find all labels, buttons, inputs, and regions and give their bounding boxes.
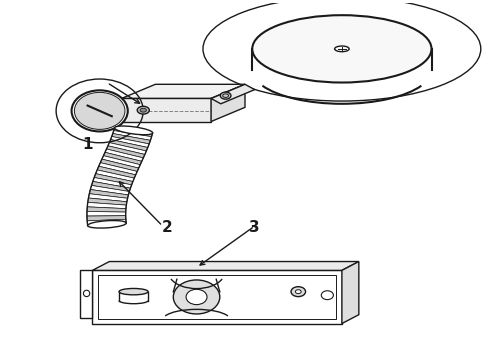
- Polygon shape: [211, 84, 255, 104]
- Polygon shape: [105, 149, 143, 161]
- Ellipse shape: [74, 93, 125, 129]
- Polygon shape: [108, 143, 147, 154]
- Polygon shape: [103, 152, 142, 165]
- Polygon shape: [342, 261, 359, 324]
- Text: 1: 1: [82, 137, 93, 152]
- Ellipse shape: [173, 280, 220, 314]
- Text: 2: 2: [162, 220, 173, 235]
- Ellipse shape: [291, 287, 306, 297]
- Polygon shape: [106, 146, 145, 158]
- Polygon shape: [112, 134, 150, 144]
- Ellipse shape: [88, 221, 126, 228]
- Polygon shape: [97, 166, 136, 178]
- Ellipse shape: [220, 92, 231, 99]
- Ellipse shape: [72, 90, 128, 131]
- Polygon shape: [102, 156, 140, 168]
- Polygon shape: [88, 198, 127, 205]
- Polygon shape: [80, 270, 93, 318]
- Text: 3: 3: [249, 220, 260, 235]
- Polygon shape: [93, 177, 132, 188]
- Polygon shape: [94, 174, 133, 185]
- Polygon shape: [211, 84, 245, 122]
- Ellipse shape: [252, 15, 432, 82]
- Polygon shape: [114, 128, 152, 137]
- Polygon shape: [87, 202, 126, 209]
- Ellipse shape: [119, 288, 148, 295]
- Polygon shape: [90, 185, 129, 195]
- Polygon shape: [99, 163, 137, 175]
- Polygon shape: [122, 84, 245, 99]
- Ellipse shape: [252, 36, 432, 104]
- Ellipse shape: [186, 289, 207, 305]
- Polygon shape: [87, 216, 126, 221]
- Polygon shape: [93, 261, 359, 270]
- Polygon shape: [96, 170, 134, 181]
- Ellipse shape: [140, 108, 147, 112]
- Polygon shape: [89, 189, 128, 198]
- Ellipse shape: [137, 106, 149, 114]
- Polygon shape: [109, 140, 148, 151]
- Ellipse shape: [115, 126, 153, 135]
- Polygon shape: [100, 159, 139, 171]
- Polygon shape: [89, 194, 127, 202]
- Polygon shape: [87, 207, 126, 212]
- Polygon shape: [93, 270, 342, 324]
- Ellipse shape: [321, 291, 333, 300]
- Polygon shape: [87, 211, 126, 216]
- Ellipse shape: [295, 290, 301, 294]
- Polygon shape: [87, 219, 126, 226]
- Polygon shape: [113, 131, 151, 140]
- Ellipse shape: [83, 290, 90, 297]
- Polygon shape: [122, 99, 211, 122]
- Polygon shape: [111, 136, 149, 148]
- Polygon shape: [92, 181, 130, 192]
